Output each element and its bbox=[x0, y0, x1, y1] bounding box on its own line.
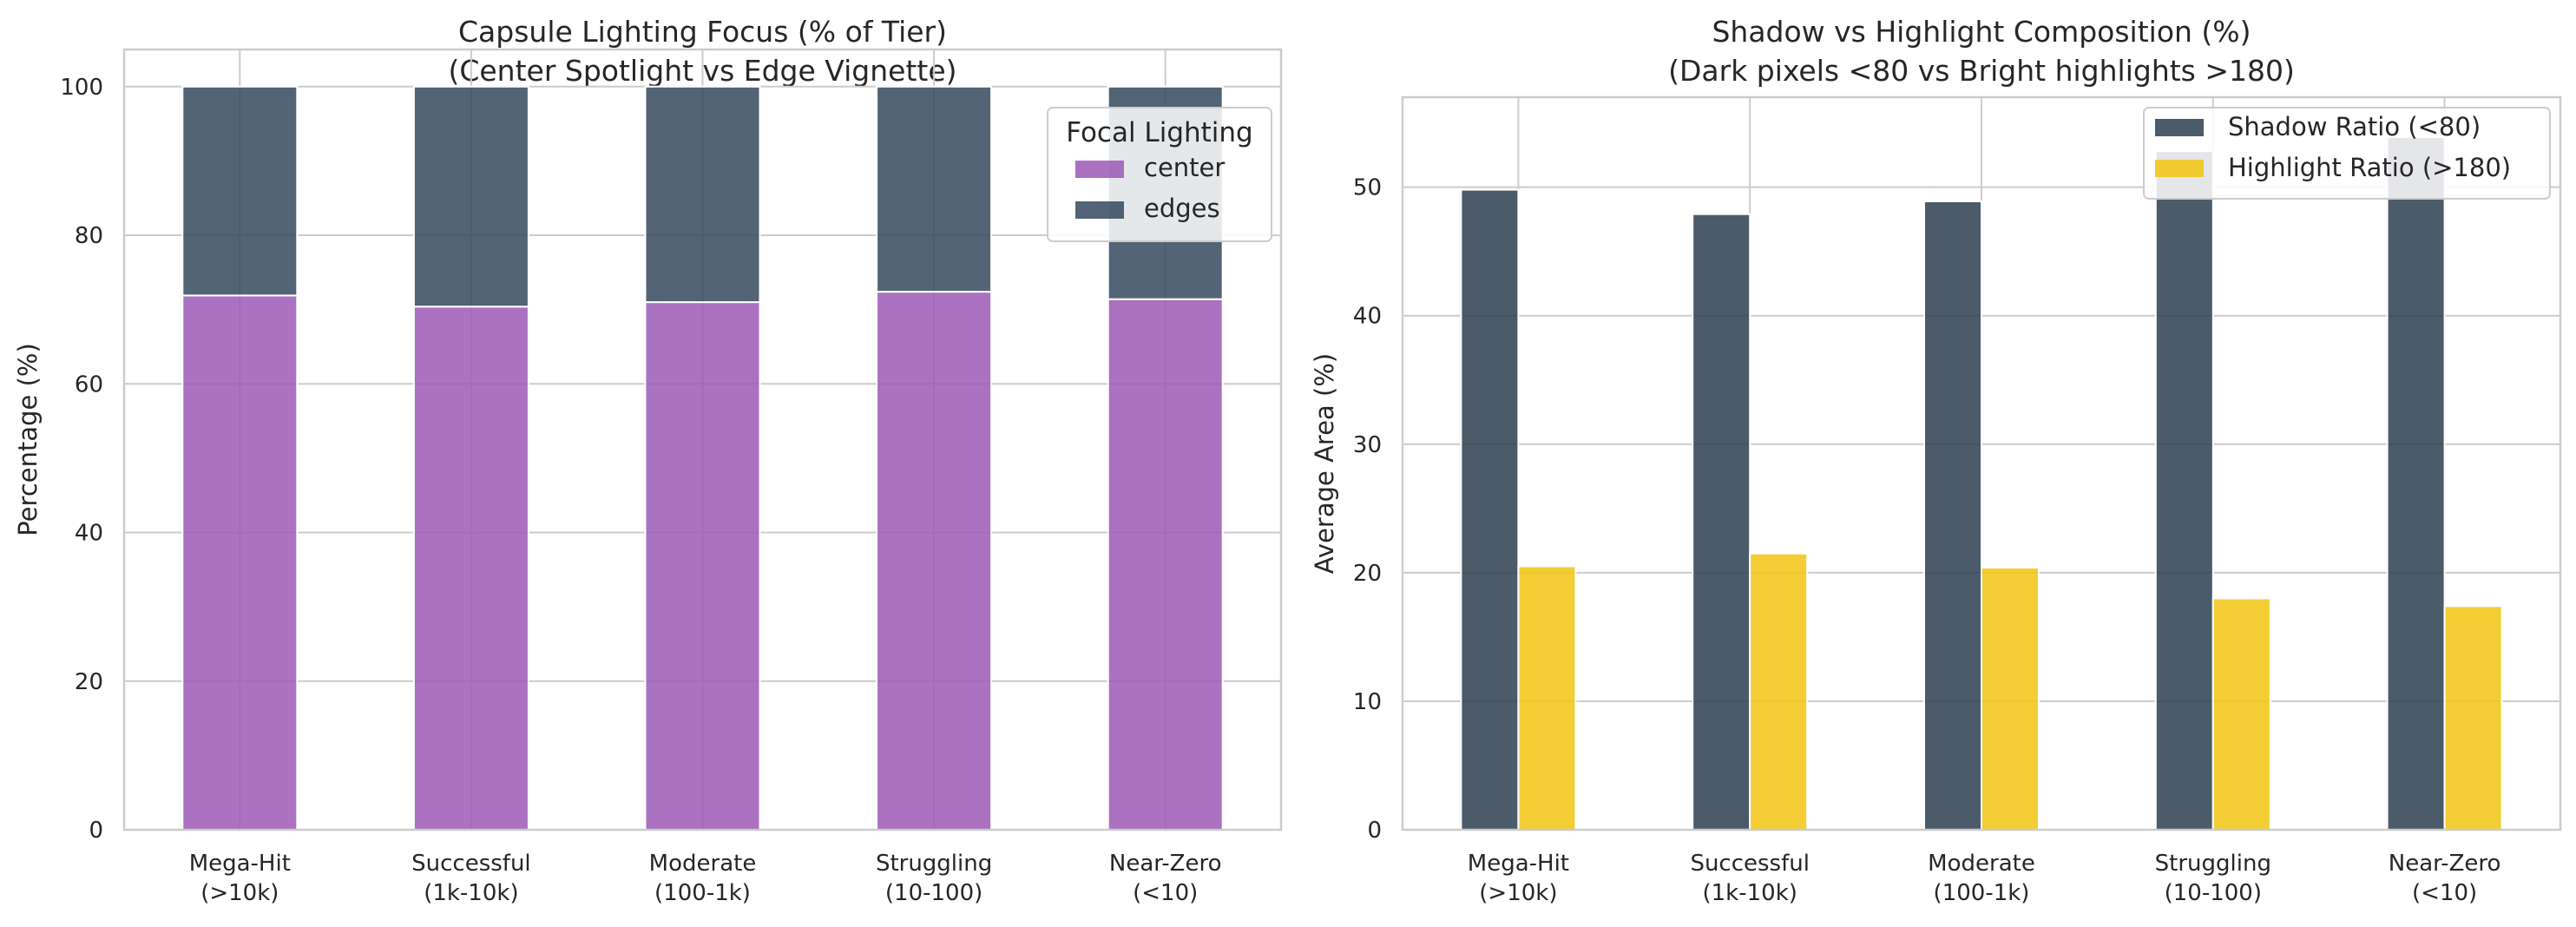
c1-y-tick-label: 0 bbox=[1367, 818, 1382, 844]
c1-chart-title-line1: Shadow vs Highlight Composition (%) bbox=[1712, 15, 2251, 49]
c1-bar-series-1 bbox=[2443, 605, 2503, 832]
c1-x-tick-label: Successful bbox=[1690, 851, 1810, 877]
c0-x-tick-label: Mega-Hit bbox=[189, 851, 291, 877]
c1-chart-title-line2: (Dark pixels <80 vs Bright highlights >1… bbox=[1668, 54, 2295, 88]
c0-legend-swatch bbox=[1075, 201, 1124, 219]
c1-y-tick-label: 50 bbox=[1353, 175, 1382, 201]
c0-bar-center bbox=[876, 291, 993, 831]
c1-bar-series-0 bbox=[1692, 213, 1751, 832]
lighting-focus-chart: Capsule Lighting Focus (% of Tier)(Cente… bbox=[13, 15, 1283, 906]
c1-y-tick-label: 30 bbox=[1353, 432, 1382, 458]
c1-x-tick-label: Struggling bbox=[2155, 851, 2271, 877]
c1-x-tick-label: Moderate bbox=[1928, 851, 2035, 877]
c0-bar-edges bbox=[876, 85, 993, 293]
c0-x-tick-label: (1k-10k) bbox=[424, 880, 518, 906]
c0-y-tick-label: 40 bbox=[75, 521, 103, 547]
c1-bar-series-1 bbox=[1981, 566, 2040, 831]
c0-y-axis-label: Percentage (%) bbox=[13, 343, 43, 536]
c0-y-tick-label: 80 bbox=[75, 223, 103, 249]
c0-legend-label: center bbox=[1144, 153, 1225, 182]
c1-bar-series-1 bbox=[1517, 565, 1577, 831]
c1-bar-series-0 bbox=[1460, 188, 1520, 831]
c0-y-tick-label: 0 bbox=[89, 818, 103, 844]
c1-legend-label: Shadow Ratio (<80) bbox=[2228, 112, 2481, 141]
c0-bar-center bbox=[1107, 298, 1224, 831]
c0-bar-center bbox=[644, 301, 761, 832]
c0-x-tick-label: (10-100) bbox=[885, 880, 982, 906]
c0-bar-edges bbox=[181, 85, 299, 297]
c1-legend-swatch bbox=[2155, 160, 2204, 177]
c1-x-tick-label: Near-Zero bbox=[2389, 851, 2501, 877]
c1-bar-series-0 bbox=[2154, 150, 2214, 832]
c1-legend-label: Highlight Ratio (>180) bbox=[2228, 153, 2511, 182]
c0-x-tick-label: (100-1k) bbox=[654, 880, 751, 906]
c0-x-tick-label: Successful bbox=[411, 851, 531, 877]
c1-x-tick-label: Mega-Hit bbox=[1468, 851, 1569, 877]
c0-x-tick-label: Struggling bbox=[876, 851, 992, 877]
c1-legend-swatch bbox=[2155, 119, 2204, 136]
shadow-highlight-chart: Shadow vs Highlight Composition (%) (Dark… bbox=[1310, 15, 2562, 906]
c1-y-tick-label: 40 bbox=[1353, 304, 1382, 330]
c1-x-tick-label: (100-1k) bbox=[1934, 880, 2030, 906]
c0-plot-frame bbox=[122, 48, 1283, 832]
c1-bar-series-1 bbox=[1749, 552, 1809, 831]
c1-y-tick-label: 20 bbox=[1353, 561, 1382, 587]
c0-bar-center bbox=[181, 294, 299, 831]
c0-y-tick-label: 20 bbox=[75, 669, 103, 695]
c0-legend-label: edges bbox=[1144, 194, 1220, 223]
c1-x-tick-label: (1k-10k) bbox=[1702, 880, 1797, 906]
c1-y-tick-label: 10 bbox=[1353, 689, 1382, 715]
c1-legend-box bbox=[2143, 107, 2551, 200]
c1-bar-series-1 bbox=[2211, 597, 2271, 831]
c0-x-tick-label: Moderate bbox=[649, 851, 757, 877]
c1-x-tick-label: (<10) bbox=[2412, 880, 2477, 906]
c0-legend-title: Focal Lighting bbox=[1066, 117, 1253, 148]
c1-bar-series-0 bbox=[1923, 200, 1982, 832]
c0-x-tick-label: (>10k) bbox=[200, 880, 279, 906]
c1-x-tick-label: (>10k) bbox=[1479, 880, 1557, 906]
c1-plot-frame bbox=[1401, 95, 2562, 832]
c0-x-tick-label: Near-Zero bbox=[1109, 851, 1222, 877]
c0-y-tick-label: 60 bbox=[75, 371, 103, 398]
c0-bar-center bbox=[412, 306, 529, 832]
c0-y-tick-label: 100 bbox=[60, 75, 103, 101]
c1-y-axis-label: Average Area (%) bbox=[1310, 353, 1339, 574]
c0-chart-title-line1: Capsule Lighting Focus (% of Tier) bbox=[458, 15, 947, 49]
c0-bar-edges bbox=[412, 85, 529, 308]
c0-x-tick-label: (<10) bbox=[1133, 880, 1198, 906]
c1-bar-series-0 bbox=[2386, 135, 2446, 832]
c0-legend-swatch bbox=[1075, 161, 1124, 178]
c1-x-tick-label: (10-100) bbox=[2165, 880, 2262, 906]
c0-bar-edges bbox=[644, 85, 761, 304]
